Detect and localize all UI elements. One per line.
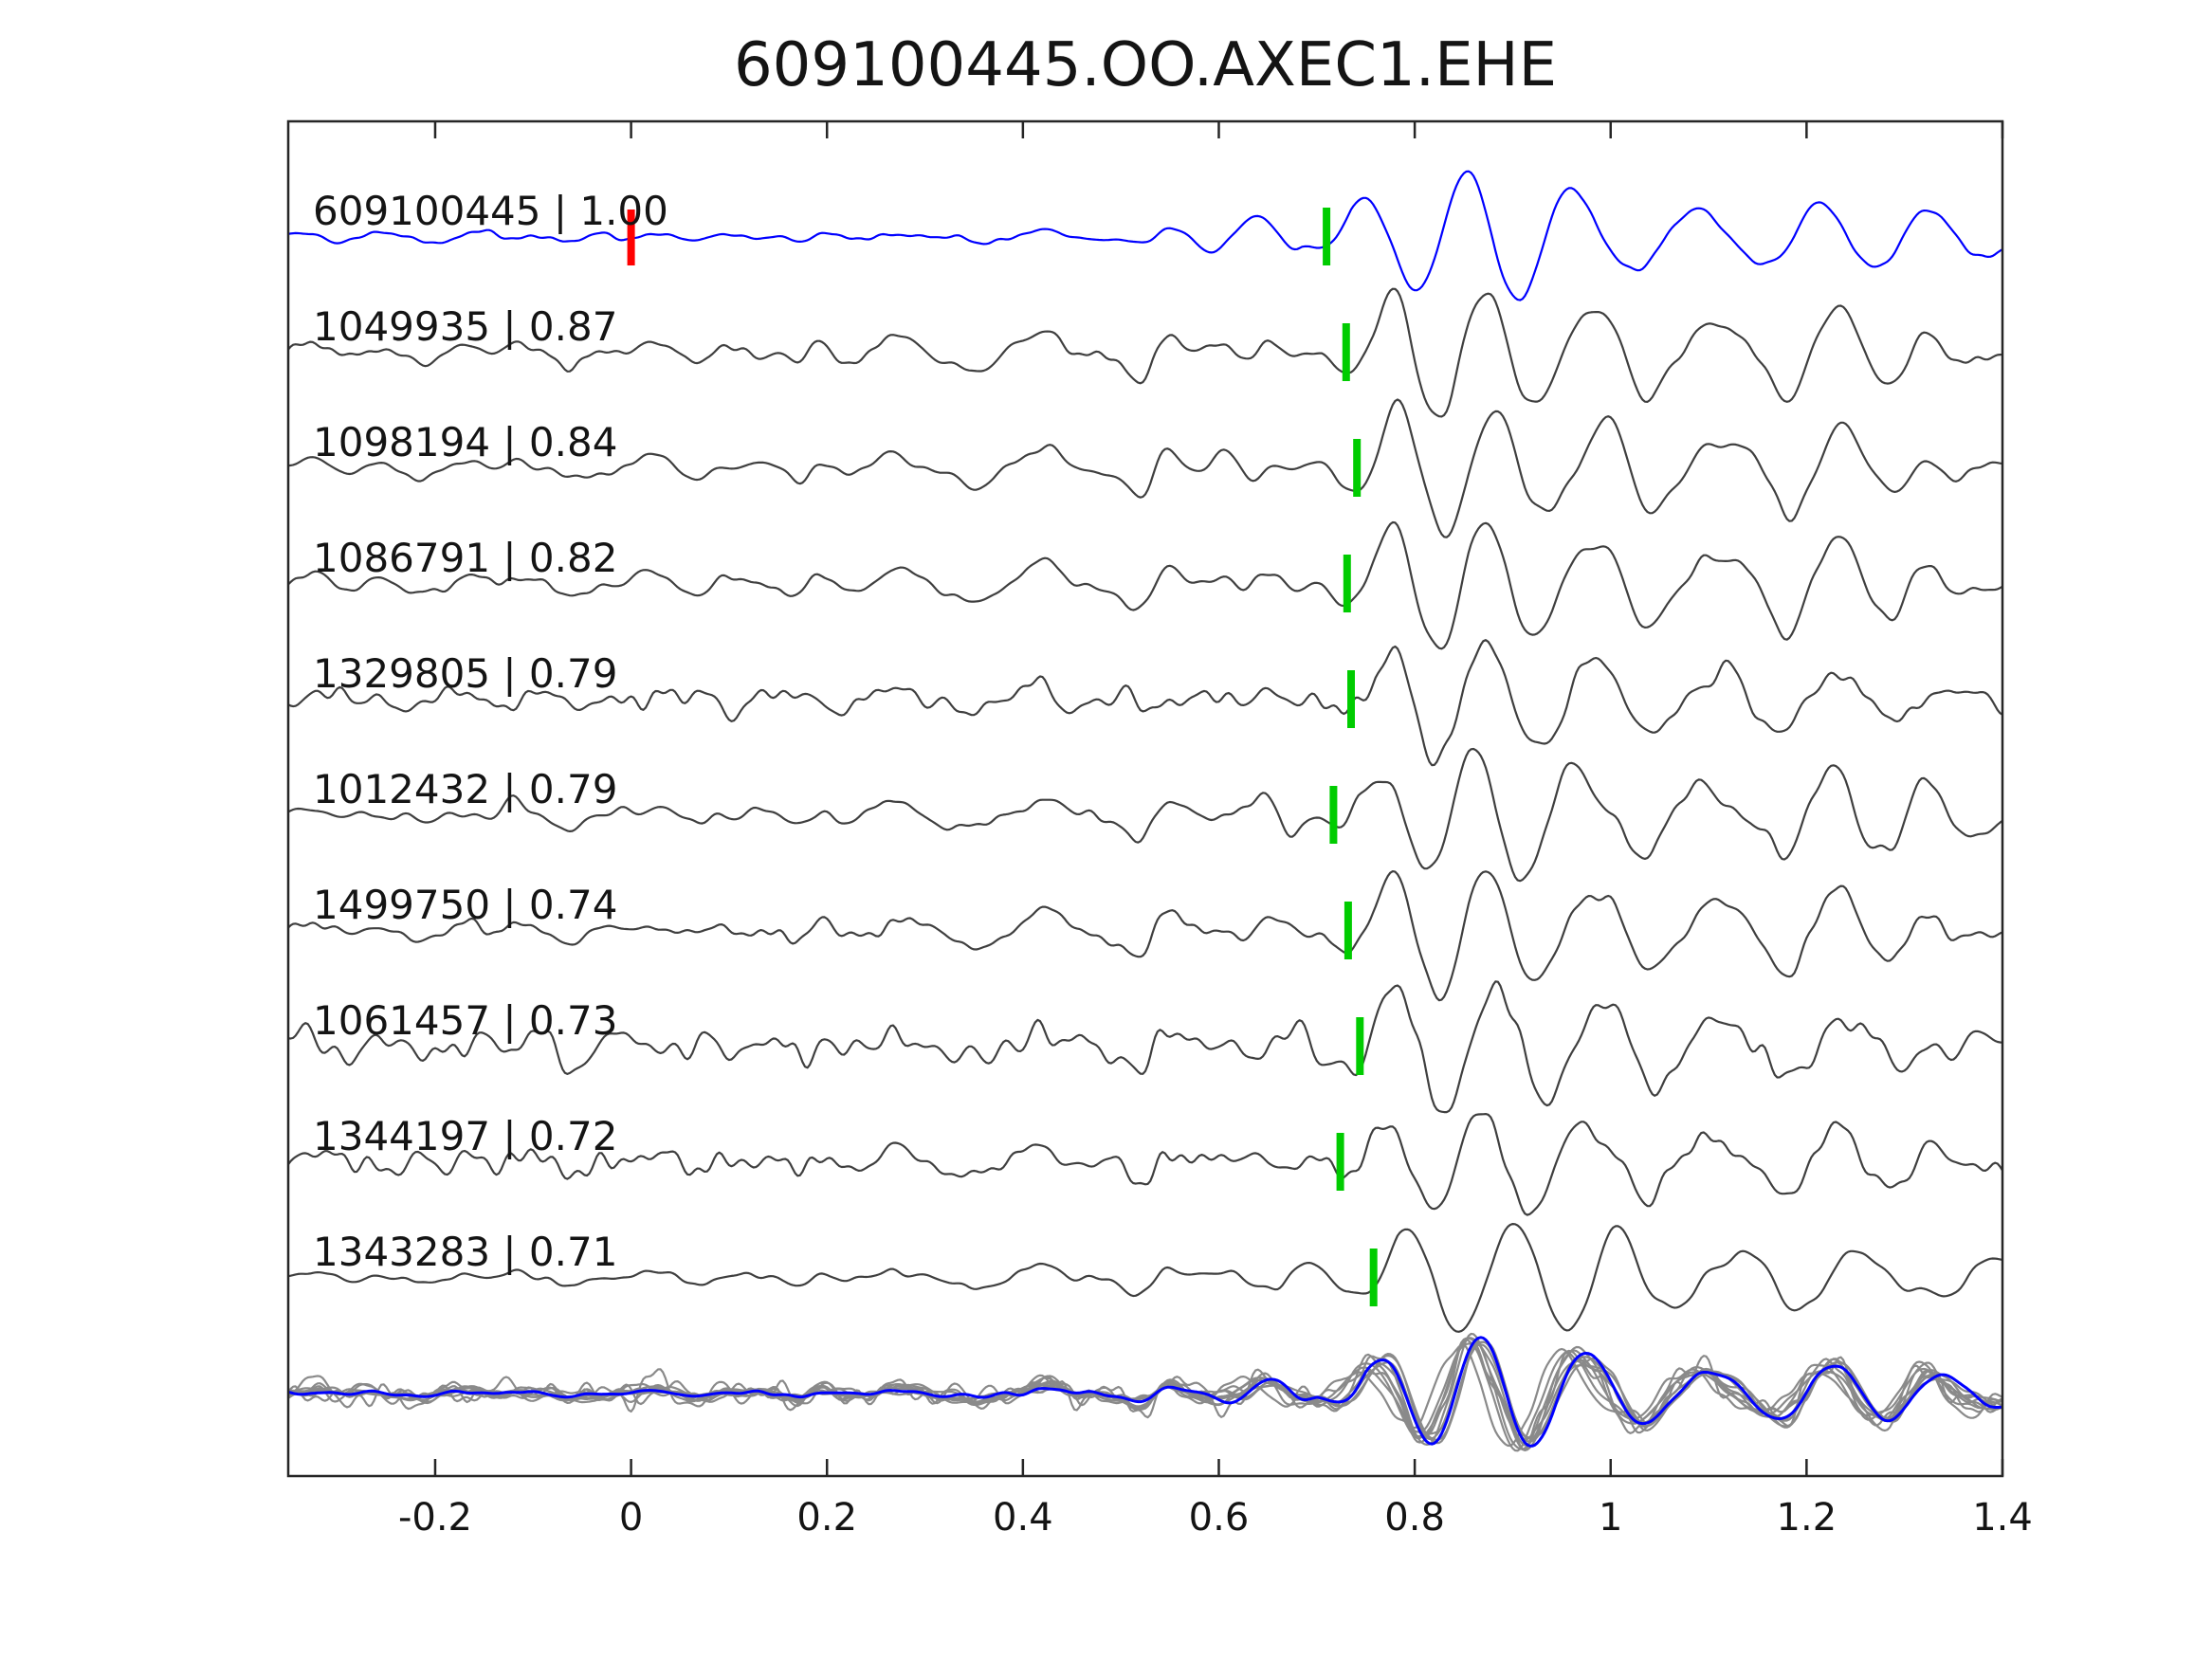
template-waveform bbox=[289, 170, 2002, 301]
trace-label: 1012432 | 0.79 bbox=[313, 766, 617, 812]
trace-label: 1343283 | 0.71 bbox=[313, 1229, 617, 1275]
x-tick-label: 0.4 bbox=[993, 1496, 1053, 1540]
pick-marker bbox=[1342, 323, 1350, 381]
x-tick-label: 0.2 bbox=[796, 1496, 857, 1540]
x-tick-label: -0.2 bbox=[398, 1496, 472, 1540]
detection-waveform bbox=[289, 1222, 2002, 1333]
detection-traces-group bbox=[289, 170, 2002, 1333]
x-tick-label: 0.6 bbox=[1189, 1496, 1250, 1540]
trace-label: 1098194 | 0.84 bbox=[313, 419, 617, 465]
x-tick-label: 0.8 bbox=[1384, 1496, 1445, 1540]
trace-label: 1499750 | 0.74 bbox=[313, 882, 617, 928]
overlay-detection-waveform bbox=[289, 1332, 2002, 1447]
trace-label: 1061457 | 0.73 bbox=[313, 997, 617, 1044]
detection-waveform bbox=[289, 980, 2002, 1114]
x-tick-label: 0 bbox=[619, 1496, 643, 1540]
pick-marker bbox=[1356, 1017, 1364, 1075]
trace-label: 1086791 | 0.82 bbox=[313, 535, 617, 581]
trace-label: 609100445 | 1.00 bbox=[313, 188, 668, 234]
trace-labels-group: 609100445 | 1.00 1049935 | 0.87 1098194 | … bbox=[313, 188, 668, 1275]
pick-marker bbox=[1329, 786, 1338, 844]
detection-waveform bbox=[289, 747, 2002, 883]
pick-markers-group bbox=[627, 208, 1378, 1306]
detection-waveform bbox=[289, 287, 2002, 418]
plot-border bbox=[286, 119, 2004, 1478]
reference-time-marker bbox=[627, 210, 635, 265]
detection-waveform bbox=[289, 398, 2002, 538]
pick-marker bbox=[1347, 670, 1355, 728]
trace-label: 1329805 | 0.79 bbox=[313, 650, 617, 697]
x-axis-tick-labels: -0.2 0 0.2 0.4 0.6 0.8 1 1.2 1.4 bbox=[398, 1496, 2033, 1540]
x-tick-label: 1 bbox=[1599, 1496, 1622, 1540]
detection-waveform bbox=[289, 869, 2002, 1002]
pick-marker bbox=[1343, 555, 1351, 612]
detection-waveform bbox=[289, 1112, 2002, 1216]
overlay-template-waveform bbox=[289, 1336, 2002, 1448]
pick-marker bbox=[1336, 1133, 1344, 1191]
x-tick-label: 1.2 bbox=[1777, 1496, 1837, 1540]
pick-marker bbox=[1353, 439, 1362, 497]
detection-waveform bbox=[289, 639, 2002, 767]
x-tick-label: 1.4 bbox=[1972, 1496, 2033, 1540]
detection-waveform bbox=[289, 520, 2002, 650]
chart-title: 609100445.OO.AXEC1.EHE bbox=[734, 30, 1557, 100]
overlay-traces-group bbox=[289, 1332, 2002, 1452]
pick-marker bbox=[1323, 208, 1331, 265]
pick-marker bbox=[1369, 1249, 1378, 1306]
trace-label: 1344197 | 0.72 bbox=[313, 1113, 617, 1159]
pick-marker bbox=[1344, 902, 1352, 959]
trace-label: 1049935 | 0.87 bbox=[313, 303, 617, 350]
